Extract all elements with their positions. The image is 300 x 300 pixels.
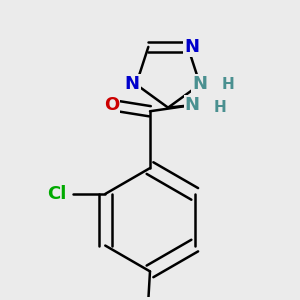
Text: Cl: Cl (47, 185, 67, 203)
Text: N: N (124, 75, 140, 93)
Text: O: O (103, 96, 119, 114)
Text: N: N (184, 38, 200, 56)
Text: H: H (214, 100, 227, 115)
Text: N: N (185, 96, 200, 114)
Text: H: H (222, 77, 235, 92)
Text: N: N (193, 75, 208, 93)
